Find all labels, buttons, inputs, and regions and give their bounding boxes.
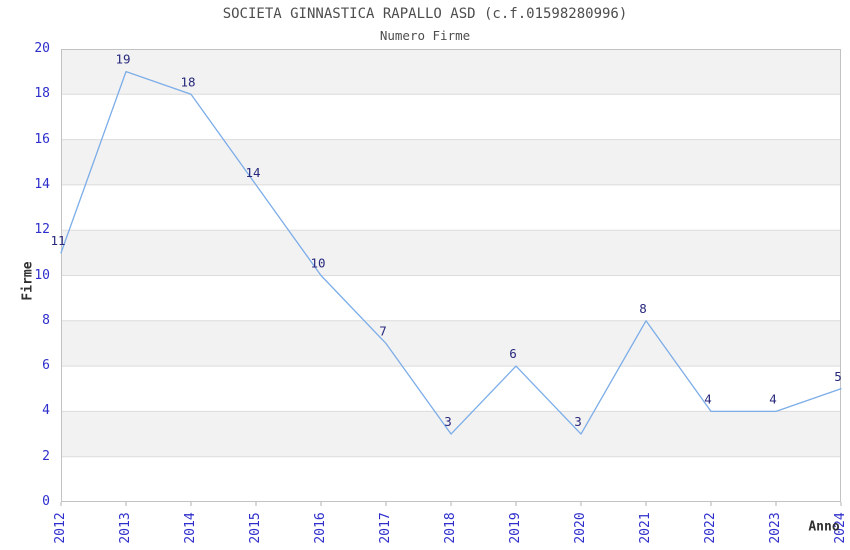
x-tick-label-2020: 2020 — [573, 512, 588, 544]
x-tick-label-2014: 2014 — [183, 512, 198, 544]
plot-band — [61, 139, 841, 185]
x-tick-label-2013: 2013 — [118, 512, 133, 544]
x-tick-label-2022: 2022 — [703, 512, 718, 544]
y-tick-label-10: 10 — [34, 267, 50, 283]
plot-band — [61, 320, 841, 367]
x-tick-label-2017: 2017 — [378, 512, 393, 544]
y-tick-label-2: 2 — [42, 448, 50, 464]
data-point-label: 10 — [310, 256, 325, 271]
data-point-label: 7 — [379, 323, 387, 338]
x-axis-label: Anno — [808, 519, 840, 535]
data-line — [60, 70, 842, 435]
data-point-label: 4 — [704, 391, 712, 406]
y-axis-label: Firme — [20, 261, 36, 301]
data-point-label: 8 — [639, 301, 647, 316]
y-tick-label-8: 8 — [42, 312, 50, 328]
y-tick-label-18: 18 — [34, 86, 50, 102]
chart-subtitle: Numero Firme — [379, 28, 471, 43]
y-tick-label-16: 16 — [34, 131, 50, 147]
x-tick-label-2015: 2015 — [248, 512, 263, 544]
plot-band — [61, 230, 841, 276]
data-point-label: 5 — [834, 369, 842, 384]
data-point-label: 14 — [245, 165, 260, 180]
y-tick-label-4: 4 — [42, 403, 50, 419]
y-tick-label-14: 14 — [34, 176, 50, 192]
data-point-label: 11 — [50, 233, 65, 248]
data-point-label: 4 — [769, 391, 777, 406]
data-point-label: 6 — [509, 346, 517, 361]
x-tick-label-2012: 2012 — [53, 512, 68, 544]
x-tick-label-2016: 2016 — [313, 512, 328, 544]
y-tick-label-20: 20 — [34, 41, 50, 56]
plot-band — [61, 49, 841, 95]
x-tick-label-2021: 2021 — [638, 512, 653, 544]
x-tick-label-2018: 2018 — [443, 512, 458, 544]
data-point-label: 3 — [444, 414, 452, 429]
data-point-label: 3 — [574, 414, 582, 429]
y-tick-label-0: 0 — [42, 494, 50, 509]
plot-border — [61, 49, 841, 502]
data-point-label: 19 — [115, 52, 130, 67]
x-tick-label-2023: 2023 — [768, 512, 783, 544]
y-tick-label-6: 6 — [42, 358, 50, 374]
y-tick-label-12: 12 — [34, 222, 50, 238]
chart-title: SOCIETA GINNASTICA RAPALLO ASD (c.f.0159… — [222, 6, 628, 22]
plot-svg: 11 19 18 14 10 7 3 6 3 8 4 4 5 — [50, 49, 842, 506]
plot-area: 11 19 18 14 10 7 3 6 3 8 4 4 5 — [50, 49, 842, 506]
x-tick-label-2019: 2019 — [508, 512, 523, 544]
data-point-label: 18 — [180, 74, 195, 89]
